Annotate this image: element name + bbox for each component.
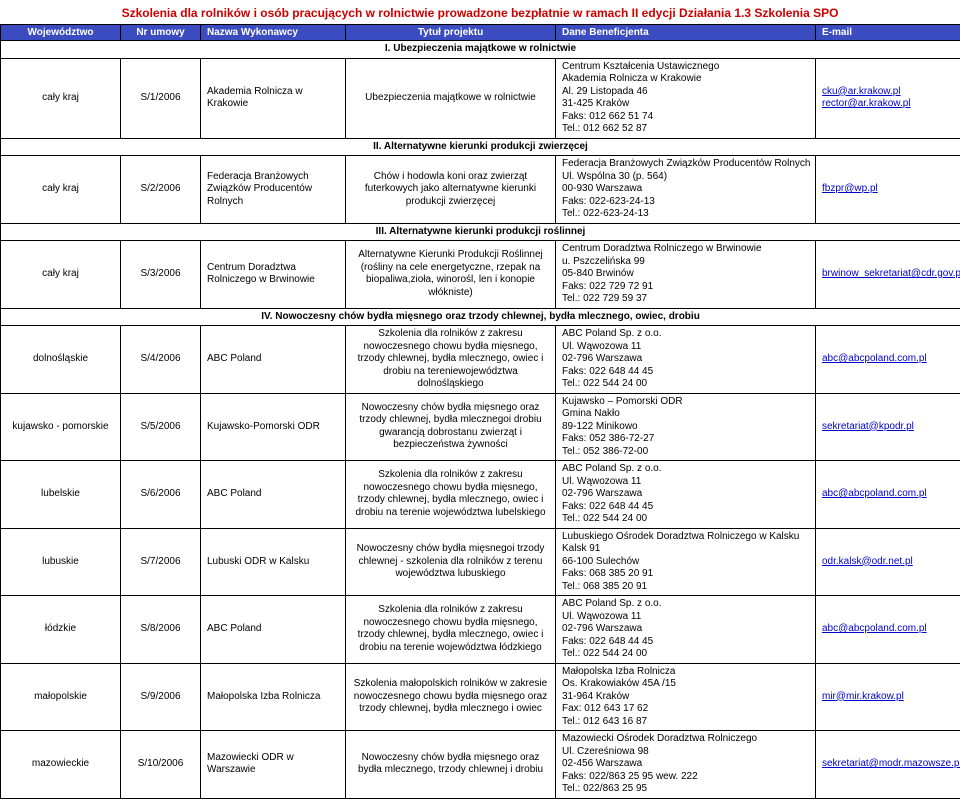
cell-email: mir@mir.krakow.pl	[816, 663, 960, 731]
cell-dane: Mazowiecki Ośrodek Doradztwa Rolniczego …	[556, 731, 816, 799]
table-row: kujawsko - pomorskieS/5/2006Kujawsko-Pom…	[1, 393, 960, 461]
col-tytul: Tytuł projektu	[346, 25, 556, 41]
cell-wojewodztwo: kujawsko - pomorskie	[1, 393, 121, 461]
cell-wykonawca: Mazowiecki ODR w Warszawie	[201, 731, 346, 799]
cell-email: fbzpr@wp.pl	[816, 156, 960, 224]
col-nr-umowy: Nr umowy	[121, 25, 201, 41]
col-dane: Dane Beneficjenta	[556, 25, 816, 41]
cell-tytul: Nowoczesny chów bydła mięsnego oraz bydł…	[346, 731, 556, 799]
col-wykonawca: Nazwa Wykonawcy	[201, 25, 346, 41]
cell-email: sekretariat@kpodr.pl	[816, 393, 960, 461]
table-row: lubelskieS/6/2006ABC PolandSzkolenia dla…	[1, 461, 960, 529]
page-title: Szkolenia dla rolników i osób pracującyc…	[0, 0, 960, 24]
cell-wojewodztwo: łódzkie	[1, 596, 121, 664]
cell-nr: S/6/2006	[121, 461, 201, 529]
cell-wojewodztwo: lubuskie	[1, 528, 121, 596]
col-wojewodztwo: Województwo	[1, 25, 121, 41]
section-heading-row: IV. Nowoczesny chów bydła mięsnego oraz …	[1, 308, 960, 326]
cell-nr: S/7/2006	[121, 528, 201, 596]
cell-tytul: Alternatywne Kierunki Produkcji Roślinne…	[346, 241, 556, 309]
cell-wykonawca: ABC Poland	[201, 461, 346, 529]
cell-dane: Lubuskiego Ośrodek Doradztwa Rolniczego …	[556, 528, 816, 596]
cell-tytul: Ubezpieczenia majątkowe w rolnictwie	[346, 58, 556, 138]
cell-tytul: Szkolenia dla rolników z zakresu nowocze…	[346, 461, 556, 529]
table-row: lubuskieS/7/2006Lubuski ODR w KalskuNowo…	[1, 528, 960, 596]
email-link[interactable]: sekretariat@kpodr.pl	[822, 421, 914, 432]
cell-wojewodztwo: lubelskie	[1, 461, 121, 529]
cell-wykonawca: Federacja Branżowych Związków Producentó…	[201, 156, 346, 224]
email-link[interactable]: fbzpr@wp.pl	[822, 183, 878, 194]
table-row: łódzkieS/8/2006ABC PolandSzkolenia dla r…	[1, 596, 960, 664]
cell-email: cku@ar.krakow.plrector@ar.krakow.pl	[816, 58, 960, 138]
cell-wykonawca: ABC Poland	[201, 596, 346, 664]
table-row: cały krajS/1/2006Akademia Rolnicza w Kra…	[1, 58, 960, 138]
table-row: cały krajS/3/2006Centrum Doradztwa Rolni…	[1, 241, 960, 309]
cell-email: sekretariat@modr.mazowsze.pl	[816, 731, 960, 799]
email-link[interactable]: abc@abcpoland.com.pl	[822, 488, 927, 499]
cell-wojewodztwo: cały kraj	[1, 156, 121, 224]
cell-wojewodztwo: dolnośląskie	[1, 326, 121, 394]
cell-nr: S/8/2006	[121, 596, 201, 664]
cell-nr: S/5/2006	[121, 393, 201, 461]
cell-email: abc@abcpoland.com.pl	[816, 596, 960, 664]
cell-dane: Centrum Kształcenia Ustawicznego Akademi…	[556, 58, 816, 138]
cell-wykonawca: Akademia Rolnicza w Krakowie	[201, 58, 346, 138]
cell-wykonawca: Lubuski ODR w Kalsku	[201, 528, 346, 596]
header-row: Województwo Nr umowy Nazwa Wykonawcy Tyt…	[1, 25, 960, 41]
cell-nr: S/1/2006	[121, 58, 201, 138]
cell-dane: Kujawsko – Pomorski ODR Gmina Nakło 89-1…	[556, 393, 816, 461]
email-link[interactable]: rector@ar.krakow.pl	[822, 98, 911, 109]
email-link[interactable]: abc@abcpoland.com.pl	[822, 623, 927, 634]
email-link[interactable]: cku@ar.krakow.pl	[822, 86, 901, 97]
cell-tytul: Nowoczesny chów bydła mięsnego oraz trzo…	[346, 393, 556, 461]
section-heading: II. Alternatywne kierunki produkcji zwie…	[1, 138, 960, 156]
section-heading-row: II. Alternatywne kierunki produkcji zwie…	[1, 138, 960, 156]
cell-dane: Centrum Doradztwa Rolniczego w Brwinowie…	[556, 241, 816, 309]
cell-nr: S/9/2006	[121, 663, 201, 731]
cell-wykonawca: Małopolska Izba Rolnicza	[201, 663, 346, 731]
cell-dane: ABC Poland Sp. z o.o. Ul. Wąwozowa 11 02…	[556, 461, 816, 529]
cell-wykonawca: Kujawsko-Pomorski ODR	[201, 393, 346, 461]
section-heading: III. Alternatywne kierunki produkcji roś…	[1, 223, 960, 241]
cell-nr: S/4/2006	[121, 326, 201, 394]
cell-wykonawca: ABC Poland	[201, 326, 346, 394]
email-link[interactable]: sekretariat@modr.mazowsze.pl	[822, 758, 960, 769]
cell-wojewodztwo: mazowieckie	[1, 731, 121, 799]
cell-dane: ABC Poland Sp. z o.o. Ul. Wąwozowa 11 02…	[556, 326, 816, 394]
email-link[interactable]: abc@abcpoland.com.pl	[822, 353, 927, 364]
cell-email: odr.kalsk@odr.net.pl	[816, 528, 960, 596]
email-link[interactable]: brwinow_sekretariat@cdr.gov.pl	[822, 268, 960, 279]
cell-wojewodztwo: małopolskie	[1, 663, 121, 731]
cell-dane: Małopolska Izba Rolnicza Os. Krakowiaków…	[556, 663, 816, 731]
table-row: mazowieckieS/10/2006Mazowiecki ODR w War…	[1, 731, 960, 799]
cell-email: brwinow_sekretariat@cdr.gov.pl	[816, 241, 960, 309]
section-heading: IV. Nowoczesny chów bydła mięsnego oraz …	[1, 308, 960, 326]
email-link[interactable]: odr.kalsk@odr.net.pl	[822, 556, 913, 567]
cell-email: abc@abcpoland.com.pl	[816, 461, 960, 529]
cell-dane: Federacja Branżowych Związków Producentó…	[556, 156, 816, 224]
cell-tytul: Nowoczesny chów bydła mięsnegoi trzody c…	[346, 528, 556, 596]
cell-wykonawca: Centrum Doradztwa Rolniczego w Brwinowie	[201, 241, 346, 309]
cell-wojewodztwo: cały kraj	[1, 58, 121, 138]
cell-tytul: Szkolenia dla rolników z zakresu nowocze…	[346, 596, 556, 664]
table-row: dolnośląskieS/4/2006ABC PolandSzkolenia …	[1, 326, 960, 394]
cell-tytul: Szkolenia małopolskich rolników w zakres…	[346, 663, 556, 731]
cell-email: abc@abcpoland.com.pl	[816, 326, 960, 394]
cell-tytul: Chów i hodowla koni oraz zwierząt futerk…	[346, 156, 556, 224]
cell-nr: S/2/2006	[121, 156, 201, 224]
cell-wojewodztwo: cały kraj	[1, 241, 121, 309]
section-heading-row: I. Ubezpieczenia majątkowe w rolnictwie	[1, 41, 960, 59]
section-heading: I. Ubezpieczenia majątkowe w rolnictwie	[1, 41, 960, 59]
cell-tytul: Szkolenia dla rolników z zakresu nowocze…	[346, 326, 556, 394]
table-row: małopolskieS/9/2006Małopolska Izba Rolni…	[1, 663, 960, 731]
table-row: cały krajS/2/2006Federacja Branżowych Zw…	[1, 156, 960, 224]
col-email: E-mail	[816, 25, 960, 41]
cell-dane: ABC Poland Sp. z o.o. Ul. Wąwozowa 11 02…	[556, 596, 816, 664]
email-link[interactable]: mir@mir.krakow.pl	[822, 691, 904, 702]
data-table: Województwo Nr umowy Nazwa Wykonawcy Tyt…	[0, 24, 960, 799]
section-heading-row: III. Alternatywne kierunki produkcji roś…	[1, 223, 960, 241]
cell-nr: S/10/2006	[121, 731, 201, 799]
cell-nr: S/3/2006	[121, 241, 201, 309]
